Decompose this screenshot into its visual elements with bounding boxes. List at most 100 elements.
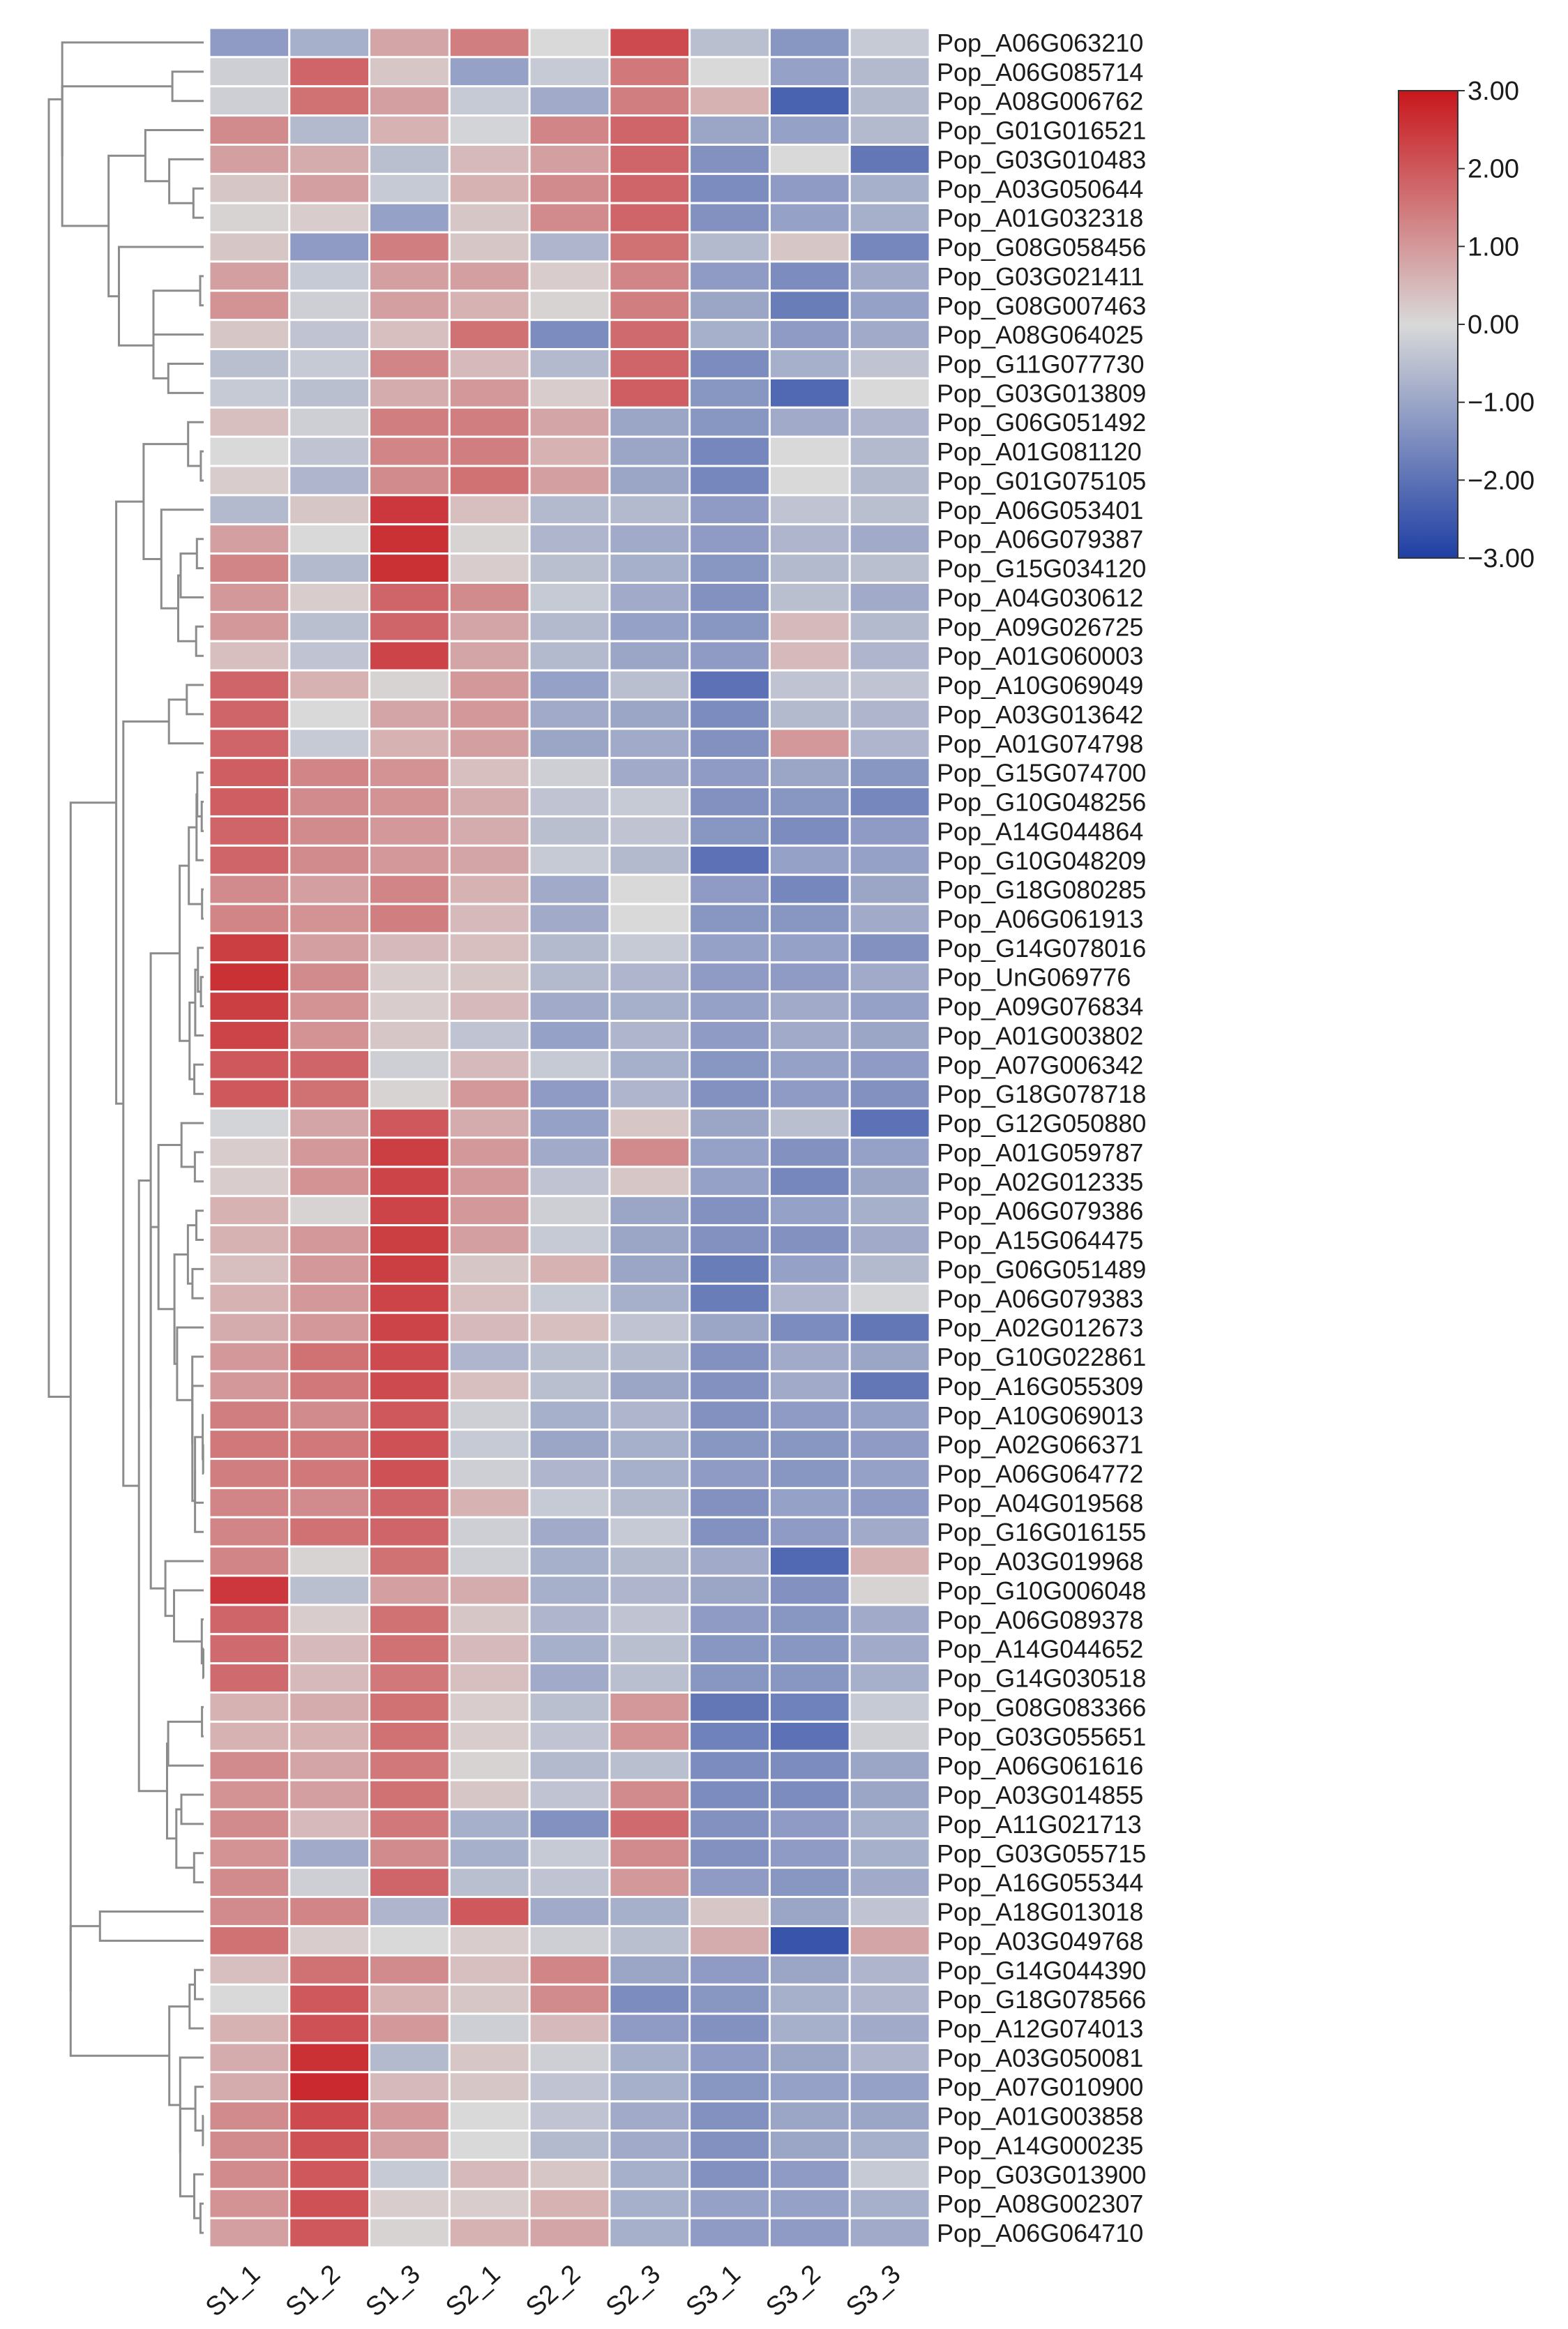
row-label: Pop_G18G078566	[937, 1985, 1146, 2014]
heatmap-cell	[208, 815, 291, 847]
heatmap-cell	[448, 435, 531, 467]
heatmap-cell	[768, 610, 851, 642]
heatmap-cell	[448, 610, 531, 642]
row-label: Pop_G03G021411	[937, 262, 1145, 291]
heatmap-cell	[688, 494, 771, 526]
dendrogram-link	[191, 1267, 204, 1299]
row-label: Pop_G08G007463	[937, 292, 1146, 320]
heatmap-cell	[288, 1429, 371, 1461]
heatmap-cell	[368, 1078, 451, 1110]
row-label: Pop_A01G032318	[937, 204, 1143, 232]
dendrogram-link	[167, 363, 204, 394]
color-scale-tick-label: 3.00	[1468, 77, 1519, 106]
row-label: Pop_G14G078016	[937, 934, 1146, 963]
heatmap-cell	[448, 1662, 531, 1694]
heatmap-cell	[848, 1311, 931, 1343]
heatmap-cell	[528, 1311, 611, 1343]
heatmap-cell	[288, 2217, 371, 2249]
heatmap-cell	[368, 348, 451, 379]
heatmap-cell	[208, 1604, 291, 1636]
heatmap-cell	[848, 1341, 931, 1373]
heatmap-cell	[528, 844, 611, 876]
heatmap-cell	[848, 2217, 931, 2249]
dendrogram-link	[173, 1589, 204, 1643]
heatmap-cell	[608, 698, 691, 730]
heatmap-cell	[528, 523, 611, 555]
heatmap-cell	[368, 2187, 451, 2219]
heatmap-cell	[288, 1633, 371, 1665]
heatmap-cell	[768, 1429, 851, 1461]
heatmap-cell	[208, 319, 291, 351]
heatmap-cell	[848, 1574, 931, 1606]
heatmap-cell	[768, 172, 851, 204]
heatmap-cell	[368, 1341, 451, 1373]
heatmap-cell	[288, 2042, 371, 2074]
row-label: Pop_A03G013642	[937, 700, 1143, 729]
heatmap-cell	[688, 728, 771, 760]
heatmap-cell	[288, 1720, 371, 1752]
heatmap-cell	[368, 1662, 451, 1694]
heatmap-cell	[768, 1574, 851, 1606]
row-label: Pop_A14G044652	[937, 1635, 1143, 1664]
row-label: Pop_A08G002307	[937, 2189, 1143, 2218]
heatmap-cell	[608, 231, 691, 263]
heatmap-cell	[528, 1749, 611, 1781]
column-label: S3_1	[681, 2259, 746, 2323]
heatmap-cell	[288, 1924, 371, 1957]
dendrogram-link	[98, 1910, 204, 1942]
color-scale-tick-label: 2.00	[1468, 155, 1519, 184]
heatmap-cell	[608, 1633, 691, 1665]
heatmap-cell	[368, 1282, 451, 1314]
heatmap-cell	[688, 1516, 771, 1548]
heatmap-cell	[848, 610, 931, 642]
heatmap-cell	[688, 1633, 771, 1665]
heatmap-cell	[208, 27, 291, 59]
dendrogram-link	[69, 1924, 169, 2057]
heatmap-cell	[688, 1282, 771, 1314]
heatmap-cell	[608, 757, 691, 789]
heatmap-cell	[448, 1896, 531, 1927]
heatmap-cell	[608, 1720, 691, 1752]
heatmap-cell	[368, 990, 451, 1023]
heatmap-cell	[208, 1282, 291, 1314]
heatmap-cell	[288, 1662, 371, 1694]
heatmap-cell	[608, 143, 691, 175]
heatmap-cell	[528, 1604, 611, 1636]
heatmap-cell	[848, 56, 931, 88]
heatmap-cell	[528, 1020, 611, 1051]
heatmap-cell	[528, 1486, 611, 1518]
heatmap-cell	[368, 1749, 451, 1781]
dendrogram-link	[107, 154, 146, 298]
row-label: Pop_A08G064025	[937, 321, 1143, 349]
heatmap-cell	[768, 1311, 851, 1343]
heatmap-cell	[448, 1282, 531, 1314]
heatmap-cell	[768, 85, 851, 117]
heatmap-cell	[688, 1341, 771, 1373]
heatmap-cell	[448, 85, 531, 117]
heatmap-cell	[688, 1311, 771, 1343]
heatmap-cell	[768, 757, 851, 789]
heatmap-cell	[688, 1078, 771, 1110]
heatmap-cell	[288, 1954, 371, 1986]
heatmap-cell	[368, 143, 451, 175]
heatmap-cell	[688, 1429, 771, 1461]
dendrogram-link	[199, 2202, 204, 2234]
column-label: S1_2	[280, 2259, 346, 2323]
heatmap-cell	[528, 1195, 611, 1227]
dendrogram-link	[200, 801, 204, 832]
dendrogram-link	[179, 2056, 204, 2154]
heatmap-cell	[288, 1808, 371, 1840]
heatmap-cell	[208, 202, 291, 234]
heatmap-cell	[608, 2158, 691, 2190]
dendrogram-link	[199, 450, 204, 482]
heatmap-cell	[688, 1924, 771, 1957]
heatmap-cell	[288, 1604, 371, 1636]
heatmap-cell	[288, 494, 371, 526]
heatmap-cell	[608, 1370, 691, 1402]
heatmap-cell	[448, 1808, 531, 1840]
heatmap-cell	[608, 2012, 691, 2044]
heatmap-cell	[208, 172, 291, 204]
heatmap-cell	[608, 1341, 691, 1373]
heatmap-cell	[848, 1720, 931, 1752]
heatmap-cell	[768, 1867, 851, 1899]
